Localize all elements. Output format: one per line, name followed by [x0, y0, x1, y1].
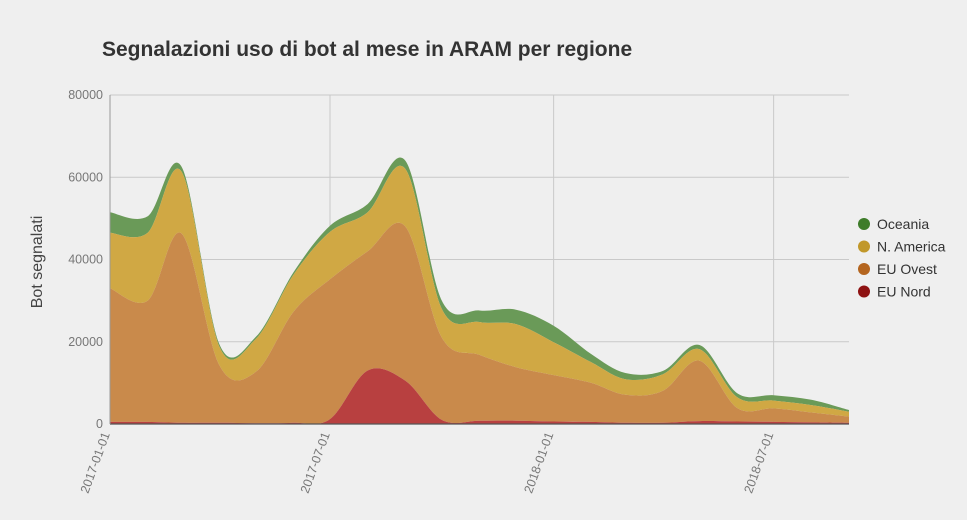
area-n-america: [110, 165, 849, 417]
legend-marker-eu-ovest: [858, 263, 870, 275]
x-tick-label: 2017-01-01: [78, 430, 113, 495]
y-tick-label: 20000: [68, 335, 103, 349]
legend-marker-n-america: [858, 240, 870, 253]
legend-label-eu-ovest: EU Ovest: [877, 261, 937, 277]
x-tick-label: 2017-07-01: [298, 430, 333, 495]
x-tick-labels: 2017-01-01 2017-07-01 2018-01-01 2018-07-01: [78, 430, 777, 495]
y-axis-label: Bot segnalati: [29, 216, 46, 309]
chart-title: Segnalazioni uso di bot al mese in ARAM …: [102, 38, 632, 61]
y-tick-label: 0: [96, 417, 103, 431]
stacked-areas: [110, 157, 849, 424]
axes: [109, 95, 849, 425]
x-tick-label: 2018-01-01: [521, 430, 556, 495]
y-tick-label: 80000: [68, 88, 103, 102]
legend-label-oceania: Oceania: [877, 216, 929, 232]
x-tick-label: 2018-07-01: [741, 430, 776, 495]
area-eu-ovest: [110, 222, 849, 424]
y-tick-label: 60000: [68, 170, 103, 184]
legend-marker-oceania: [858, 218, 870, 230]
y-tick-label: 40000: [68, 253, 103, 267]
legend-marker-eu-nord: [858, 285, 870, 298]
legend: Oceania N. America EU Ovest EU Nord: [858, 216, 946, 300]
legend-label-n-america: N. America: [877, 239, 946, 255]
legend-label-eu-nord: EU Nord: [877, 284, 931, 300]
y-tick-labels: 0 20000 40000 60000 80000: [68, 88, 103, 431]
